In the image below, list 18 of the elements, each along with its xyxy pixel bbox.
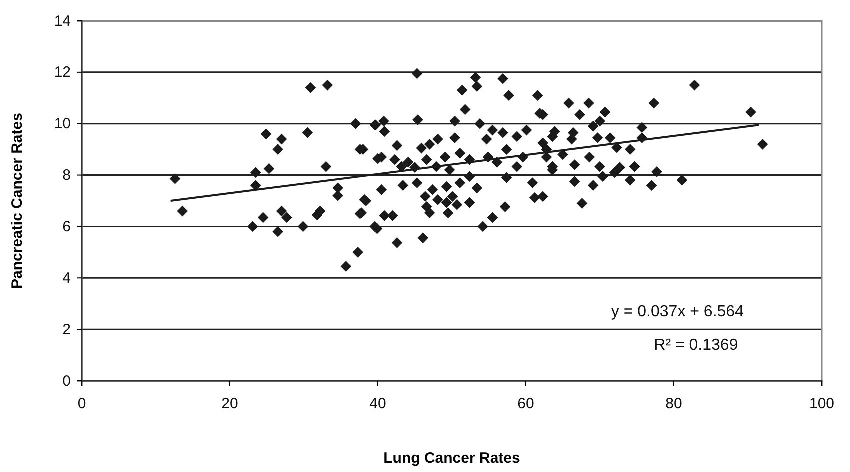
y-tick-label: 4 (62, 270, 71, 287)
x-axis-title: Lung Cancer Rates (384, 450, 520, 467)
annotation: y = 0.037x + 6.564 (611, 304, 744, 321)
x-tick-label: 60 (518, 396, 534, 413)
y-tick-label: 10 (54, 116, 71, 133)
x-tick-label: 0 (78, 396, 86, 413)
annotation: R² = 0.1369 (654, 337, 738, 354)
x-tick-label: 80 (666, 396, 682, 413)
y-tick-label: 8 (62, 167, 71, 184)
y-tick-label: 12 (54, 64, 71, 82)
y-tick-label: 2 (62, 321, 71, 338)
x-tick-label: 40 (370, 396, 386, 413)
y-tick-label: 14 (54, 12, 71, 30)
y-tick-label: 6 (62, 218, 71, 236)
y-tick-label: 0 (62, 372, 71, 390)
y-axis-title: Pancreatic Cancer Rates (9, 113, 26, 289)
x-tick-label: 20 (222, 396, 238, 413)
x-tick-label: 100 (809, 396, 835, 413)
